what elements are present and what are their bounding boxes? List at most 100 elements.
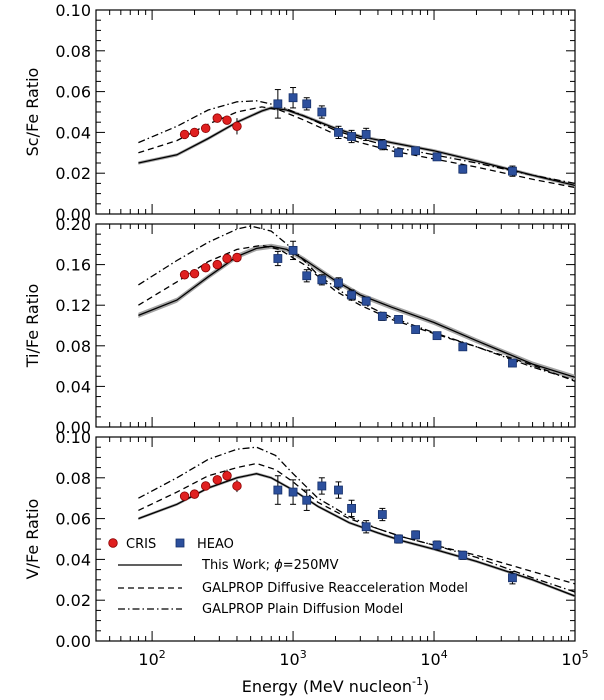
heao-point bbox=[508, 166, 517, 176]
panel-2: 0.00 0.04 0.08 0.12 0.16 0.20 Ti/Fe Ratio bbox=[23, 215, 576, 437]
cris-point bbox=[189, 269, 200, 279]
heao-point bbox=[334, 278, 343, 288]
heao-point bbox=[394, 148, 403, 158]
heao-point bbox=[288, 245, 298, 255]
heao-point bbox=[347, 290, 356, 300]
heao-point bbox=[508, 573, 517, 583]
heao-point bbox=[458, 342, 468, 352]
heao-point bbox=[347, 132, 356, 141]
y-axis-label: V/Fe Ratio bbox=[23, 499, 42, 580]
heao-point bbox=[411, 146, 420, 156]
y-tick-label: 0.20 bbox=[55, 215, 91, 234]
y-tick-label: 0.12 bbox=[55, 296, 91, 315]
panel-3: 0.00 0.02 0.04 0.06 0.08 0.10 V/Fe Ratio bbox=[23, 428, 576, 651]
heao-point bbox=[288, 93, 298, 103]
cris-point bbox=[222, 115, 232, 125]
cris-point bbox=[179, 270, 190, 280]
y-tick-label: 0.10 bbox=[55, 1, 91, 20]
heao-point bbox=[361, 522, 371, 532]
cris-point bbox=[179, 129, 190, 140]
cris-point bbox=[189, 127, 200, 138]
reacceleration-curve bbox=[138, 106, 575, 189]
y-tick-label: 0.00 bbox=[55, 205, 91, 224]
y-tick-label: 0.02 bbox=[55, 164, 91, 183]
y-tick-label: 0.00 bbox=[55, 418, 91, 437]
y-tick-label: 0.10 bbox=[55, 428, 91, 447]
heao-point bbox=[508, 358, 517, 368]
y-tick-label: 0.04 bbox=[55, 550, 91, 569]
heao-point bbox=[317, 275, 327, 285]
y-tick-label: 0.04 bbox=[55, 123, 91, 142]
cris-point bbox=[189, 489, 200, 499]
plot-frame bbox=[95, 223, 576, 428]
heao-point bbox=[432, 540, 442, 550]
heao-point bbox=[302, 495, 312, 505]
x-tick-label: 103 bbox=[279, 648, 306, 669]
heao-point bbox=[273, 99, 283, 109]
heao-point bbox=[317, 481, 327, 491]
cris-point bbox=[232, 252, 242, 263]
legend-this-work-label: This Work; ϕ=250MV bbox=[201, 558, 339, 573]
heao-point bbox=[361, 130, 371, 139]
heao-point bbox=[432, 331, 442, 341]
data-points bbox=[179, 240, 517, 368]
cris-point bbox=[212, 113, 222, 123]
legend-plain-diffusion-label: GALPROP Plain Diffusion Model bbox=[202, 602, 403, 617]
y-tick-label: 0.08 bbox=[55, 42, 91, 61]
y-tick-label: 0.06 bbox=[55, 83, 91, 102]
legend-cris-marker bbox=[108, 538, 118, 548]
heao-point bbox=[411, 530, 420, 540]
cris-point bbox=[232, 481, 242, 491]
this-work-curve bbox=[138, 107, 575, 187]
cris-point bbox=[200, 481, 211, 491]
y-tick-label: 0.16 bbox=[55, 256, 91, 275]
cris-point bbox=[222, 253, 232, 264]
cris-point bbox=[212, 259, 222, 270]
heao-point bbox=[334, 485, 343, 495]
this-work-curve bbox=[138, 245, 575, 378]
model-curves bbox=[138, 100, 575, 189]
model-curves bbox=[138, 225, 575, 382]
x-tick-label: 104 bbox=[420, 648, 447, 669]
x-axis-label: Energy (MeV nucleon-1) bbox=[242, 675, 430, 696]
cris-point bbox=[212, 475, 222, 485]
legend-cris-label: CRIS bbox=[126, 537, 156, 552]
heao-point bbox=[317, 107, 327, 117]
legend-heao-marker bbox=[175, 538, 185, 548]
cris-point bbox=[200, 262, 211, 273]
heao-point bbox=[273, 485, 283, 495]
heao-point bbox=[302, 271, 312, 281]
heao-point bbox=[411, 325, 420, 334]
chart-legend: CRIS HEAO This Work; ϕ=250MV GALPROP Diffus… bbox=[108, 537, 468, 617]
heao-point bbox=[432, 152, 442, 162]
cris-point bbox=[179, 491, 190, 501]
plot-frame bbox=[95, 9, 576, 215]
cris-point bbox=[200, 123, 211, 134]
x-tick-label: 105 bbox=[561, 648, 588, 669]
heao-point bbox=[302, 99, 312, 109]
x-tick-label: 102 bbox=[138, 648, 165, 669]
legend-reacceleration-label: GALPROP Diffusive Reacceleration Model bbox=[202, 581, 468, 596]
heao-point bbox=[347, 503, 356, 513]
heao-point bbox=[377, 311, 387, 321]
data-points bbox=[179, 87, 517, 177]
plain-diffusion-curve bbox=[138, 100, 575, 185]
heao-point bbox=[288, 487, 298, 497]
heao-point bbox=[377, 510, 387, 519]
heao-point bbox=[361, 296, 371, 306]
y-tick-label: 0.06 bbox=[55, 510, 91, 529]
data-points bbox=[179, 469, 517, 585]
heao-point bbox=[394, 534, 403, 544]
y-axis-label: Ti/Fe Ratio bbox=[23, 284, 42, 368]
y-tick-label: 0.00 bbox=[55, 632, 91, 651]
x-axis: 102 103 104 105 Energy (MeV nucleon-1) bbox=[138, 648, 588, 696]
y-tick-label: 0.04 bbox=[55, 377, 91, 396]
heao-point bbox=[273, 254, 283, 263]
reacceleration-curve bbox=[138, 244, 575, 382]
y-tick-label: 0.02 bbox=[55, 591, 91, 610]
y-tick-label: 0.08 bbox=[55, 469, 91, 488]
heao-point bbox=[458, 164, 468, 174]
heao-point bbox=[458, 550, 468, 560]
heao-point bbox=[394, 315, 403, 324]
